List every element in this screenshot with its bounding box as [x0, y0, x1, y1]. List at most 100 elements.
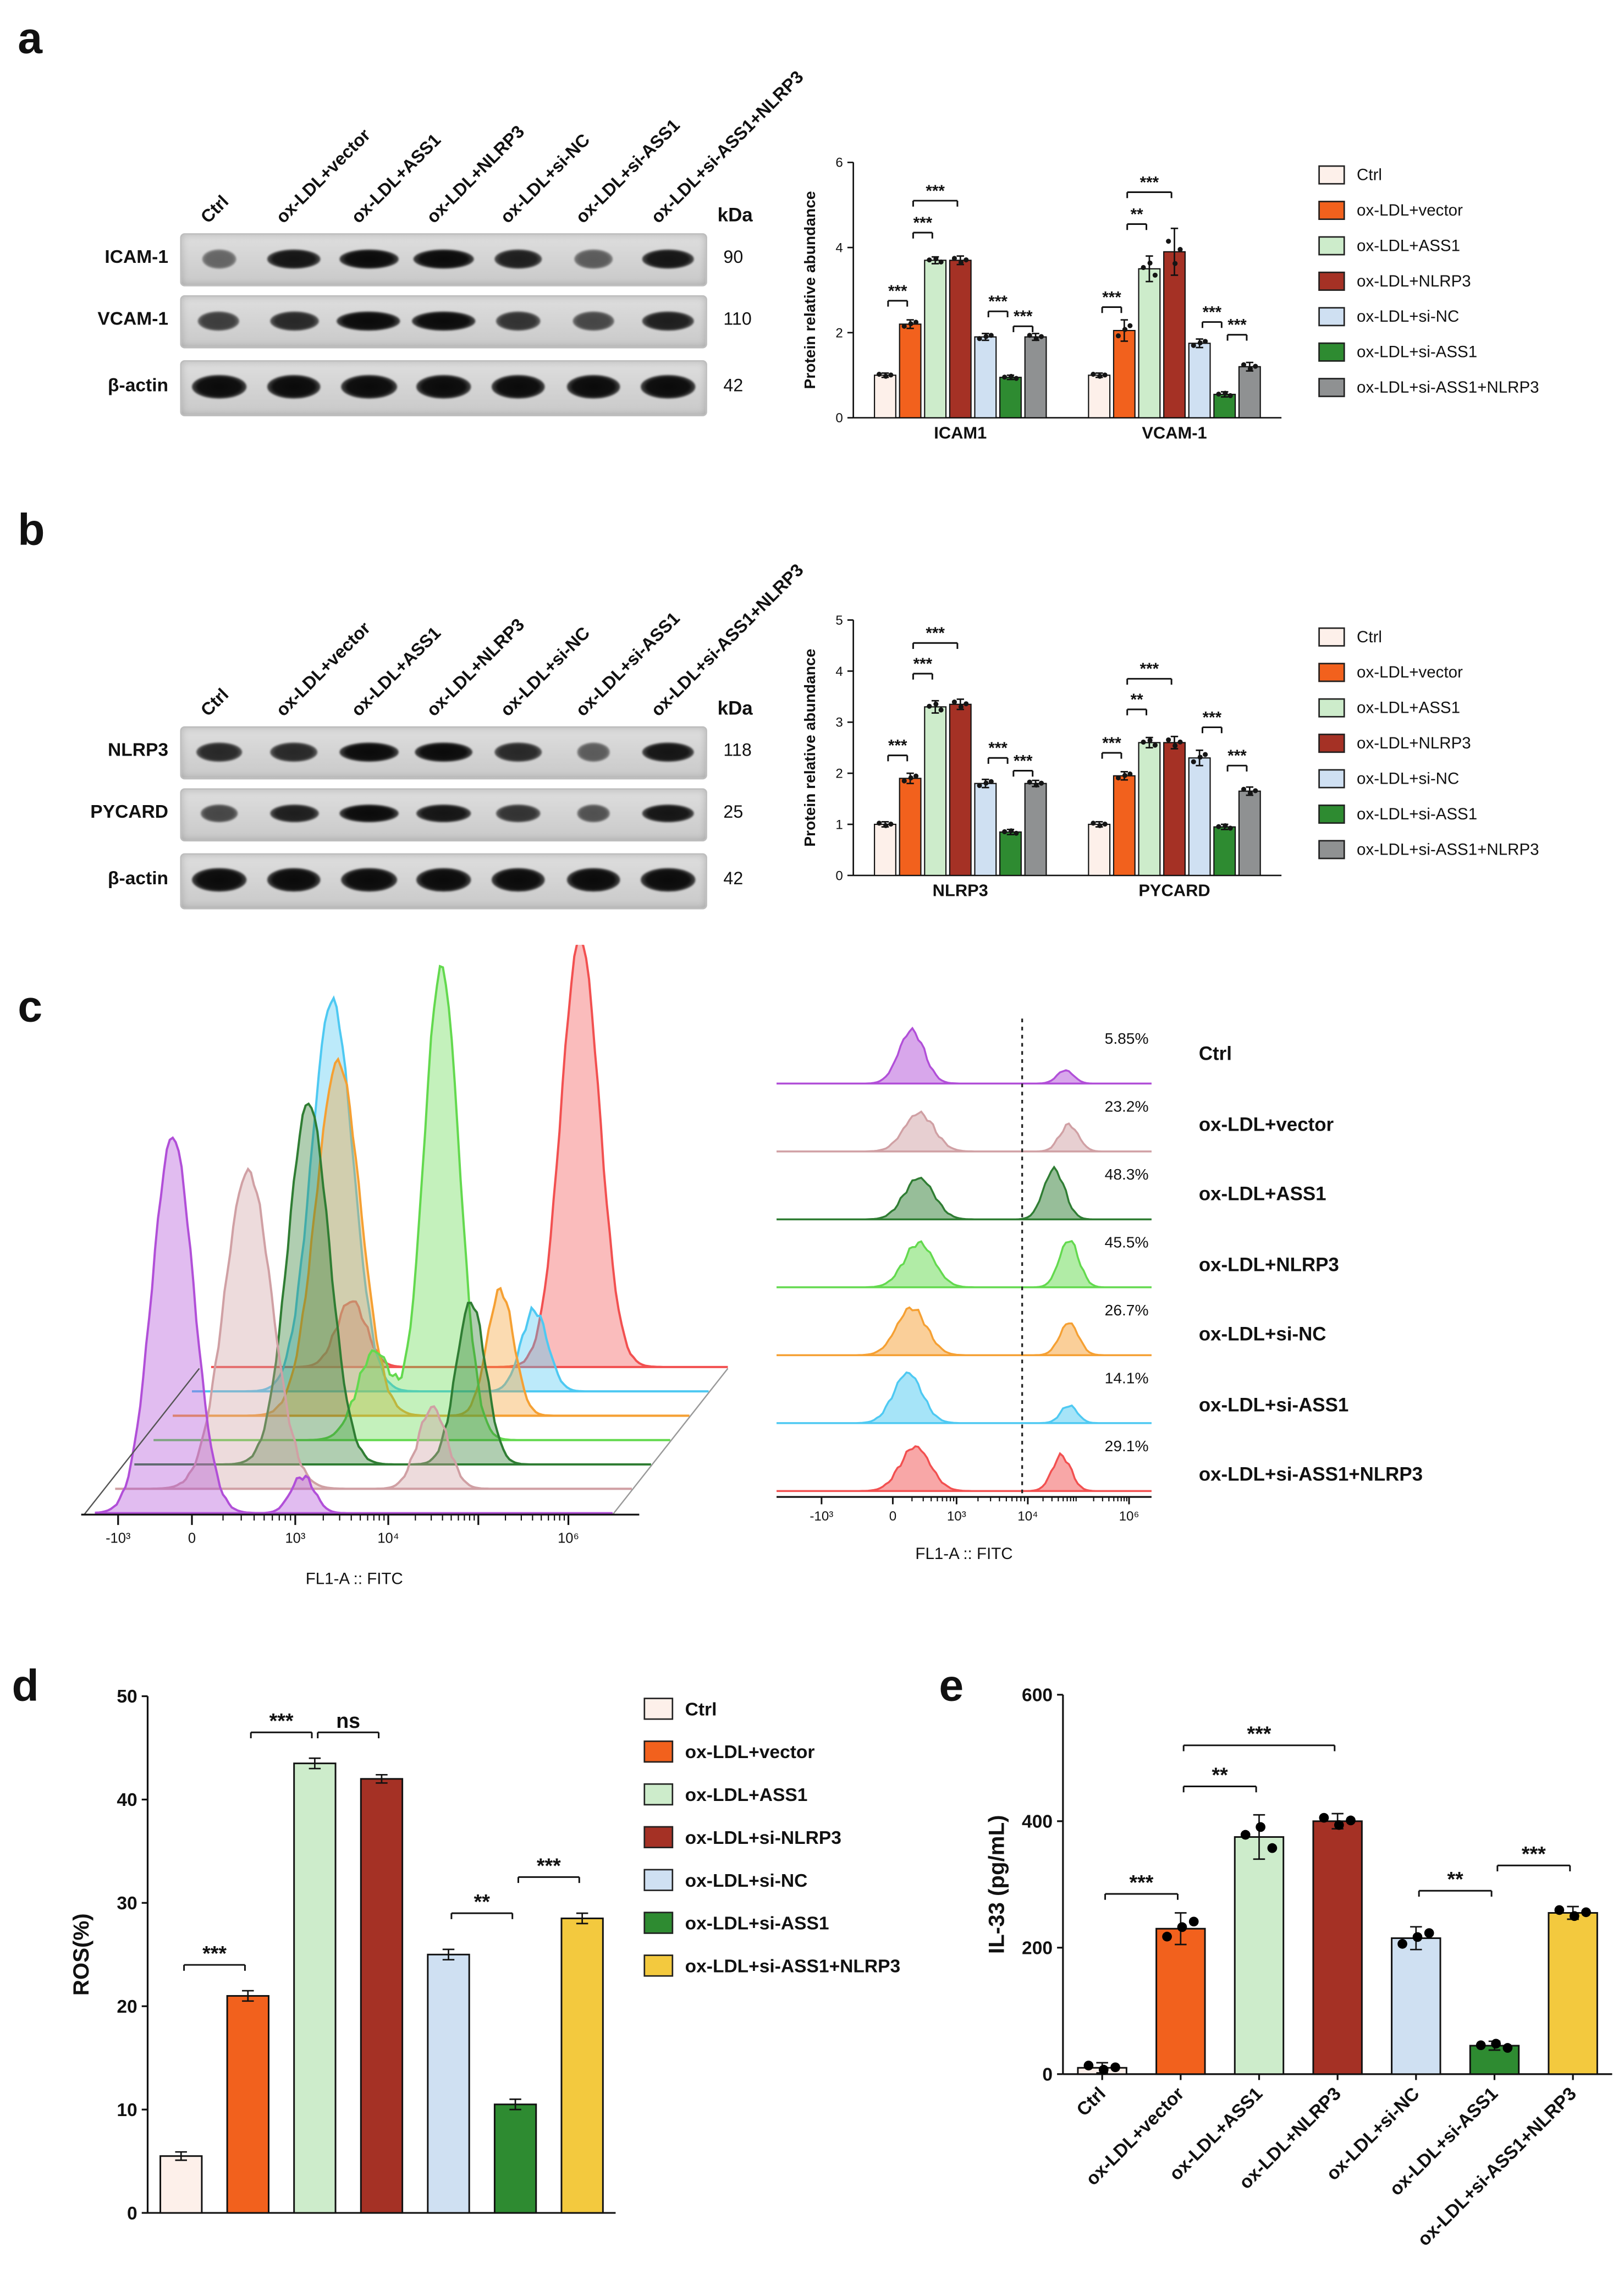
- blot-band: [495, 249, 542, 268]
- blot-row-label: VCAM-1: [97, 309, 169, 329]
- legend-label: ox-LDL+vector: [685, 1741, 815, 1762]
- svg-text:2: 2: [835, 326, 843, 340]
- blot-band: [576, 741, 610, 761]
- blot-band: [576, 805, 610, 823]
- svg-text:0: 0: [127, 2204, 137, 2224]
- svg-text:***: ***: [1227, 747, 1247, 765]
- legend-swatch: [643, 1698, 674, 1720]
- blot-band: [416, 868, 472, 892]
- svg-text:***: ***: [1130, 1871, 1154, 1894]
- blot-band: [269, 311, 318, 330]
- flow-group-label: ox-LDL+ASS1: [1198, 1182, 1326, 1205]
- legend-label: ox-LDL+si-ASS1+NLRP3: [1357, 840, 1539, 859]
- legend-item: ox-LDL+si-ASS1+NLRP3: [1318, 840, 1539, 860]
- legend-label: Ctrl: [1357, 628, 1382, 646]
- svg-text:40: 40: [117, 1790, 137, 1810]
- svg-text:***: ***: [913, 214, 933, 232]
- svg-text:**: **: [1212, 1763, 1229, 1786]
- svg-text:-10³: -10³: [106, 1530, 130, 1546]
- kda-value: 118: [723, 739, 752, 761]
- blot-band: [491, 868, 546, 892]
- blot-band: [202, 249, 236, 268]
- blot-band: [200, 805, 238, 823]
- blot-band: [267, 249, 321, 268]
- svg-text:ns: ns: [336, 1709, 360, 1732]
- blot-strip: [180, 853, 707, 910]
- svg-text:***: ***: [1014, 752, 1033, 770]
- legend-label: ox-LDL+vector: [1357, 201, 1463, 219]
- blot-band: [566, 374, 620, 399]
- flow-group-label: ox-LDL+si-ASS1+NLRP3: [1198, 1463, 1423, 1485]
- legend-swatch: [1318, 805, 1345, 824]
- legend-swatch: [1318, 769, 1345, 789]
- svg-text:10⁴: 10⁴: [377, 1530, 399, 1546]
- svg-text:10³: 10³: [947, 1509, 966, 1524]
- svg-text:48.3%: 48.3%: [1105, 1165, 1149, 1183]
- legend-item: Ctrl: [1318, 165, 1539, 185]
- blot-strip: [180, 360, 707, 417]
- legend-label: ox-LDL+si-NC: [1357, 307, 1460, 326]
- svg-text:***: ***: [1247, 1722, 1271, 1745]
- blot-strip: [180, 295, 707, 349]
- legend-item: ox-LDL+si-ASS1: [1318, 342, 1539, 362]
- blot-band: [339, 741, 399, 761]
- legend-swatch: [1318, 271, 1345, 291]
- svg-text:***: ***: [1522, 1842, 1546, 1865]
- legend-label: Ctrl: [1357, 166, 1382, 184]
- blot-band: [642, 741, 694, 761]
- legend-swatch: [1318, 236, 1345, 256]
- svg-text:***: ***: [888, 737, 907, 755]
- legend-item: ox-LDL+NLRP3: [1318, 734, 1539, 753]
- svg-text:26.7%: 26.7%: [1105, 1301, 1149, 1319]
- blot-row-label: β-actin: [108, 374, 169, 396]
- legend-swatch: [1318, 201, 1345, 220]
- svg-text:VCAM-1: VCAM-1: [1142, 423, 1207, 442]
- blot-row-label: PYCARD: [90, 801, 169, 823]
- svg-text:**: **: [474, 1890, 491, 1913]
- svg-text:***: ***: [1140, 173, 1159, 191]
- svg-text:***: ***: [988, 739, 1008, 757]
- blot-band: [267, 374, 321, 399]
- svg-text:0: 0: [835, 411, 843, 426]
- legend-item: ox-LDL+vector: [1318, 201, 1539, 220]
- svg-text:0: 0: [835, 868, 843, 883]
- svg-text:45.5%: 45.5%: [1105, 1233, 1149, 1251]
- blot-band: [496, 311, 541, 330]
- legend-swatch: [643, 1869, 674, 1891]
- panel-d-label: d: [12, 1662, 39, 1711]
- svg-text:NLRP3: NLRP3: [933, 880, 988, 900]
- legend-swatch: [643, 1740, 674, 1763]
- svg-text:10³: 10³: [285, 1530, 305, 1546]
- legend-swatch: [1318, 307, 1345, 327]
- flow-group-label: ox-LDL+si-NC: [1198, 1323, 1326, 1345]
- svg-text:23.2%: 23.2%: [1105, 1097, 1149, 1115]
- legend-label: ox-LDL+NLRP3: [1357, 734, 1471, 752]
- panel-c-group-labels: Ctrl ox-LDL+vector ox-LDL+ASS1 ox-LDL+NLRP3…: [1199, 1042, 1612, 1485]
- kda-value: 42: [723, 374, 744, 396]
- legend-label: ox-LDL+si-NC: [1357, 769, 1460, 788]
- legend-label: ox-LDL+si-NLRP3: [685, 1827, 841, 1848]
- panel-b-legend: Ctrl ox-LDL+vector ox-LDL+ASS1 ox-LDL+NLRP3…: [1318, 627, 1539, 860]
- blot-band: [414, 249, 474, 268]
- svg-text:IL-33 (pg/mL): IL-33 (pg/mL): [984, 1815, 1009, 1954]
- svg-text:PYCARD: PYCARD: [1138, 880, 1210, 900]
- legend-item: ox-LDL+NLRP3: [1318, 271, 1539, 291]
- svg-text:50: 50: [117, 1687, 137, 1707]
- svg-text:***: ***: [1102, 288, 1121, 306]
- blot-band: [339, 249, 399, 268]
- legend-item: ox-LDL+ASS1: [1318, 236, 1539, 256]
- panel-c-histogram-stack: 5.85% 23.2% 48.3% 45.5% 26.7% 14.1% 29.1% -10³ 0…: [777, 1018, 1152, 1563]
- legend-item: ox-LDL+si-NC: [643, 1869, 900, 1891]
- blot-band: [198, 311, 240, 330]
- svg-text:***: ***: [913, 655, 933, 673]
- legend-label: Ctrl: [685, 1698, 717, 1720]
- svg-text:***: ***: [1227, 316, 1247, 334]
- blot-strip: [180, 233, 707, 287]
- blot-strip: [180, 788, 707, 842]
- svg-text:5: 5: [835, 613, 843, 628]
- svg-text:5.85%: 5.85%: [1105, 1029, 1149, 1047]
- blot-band: [341, 374, 397, 399]
